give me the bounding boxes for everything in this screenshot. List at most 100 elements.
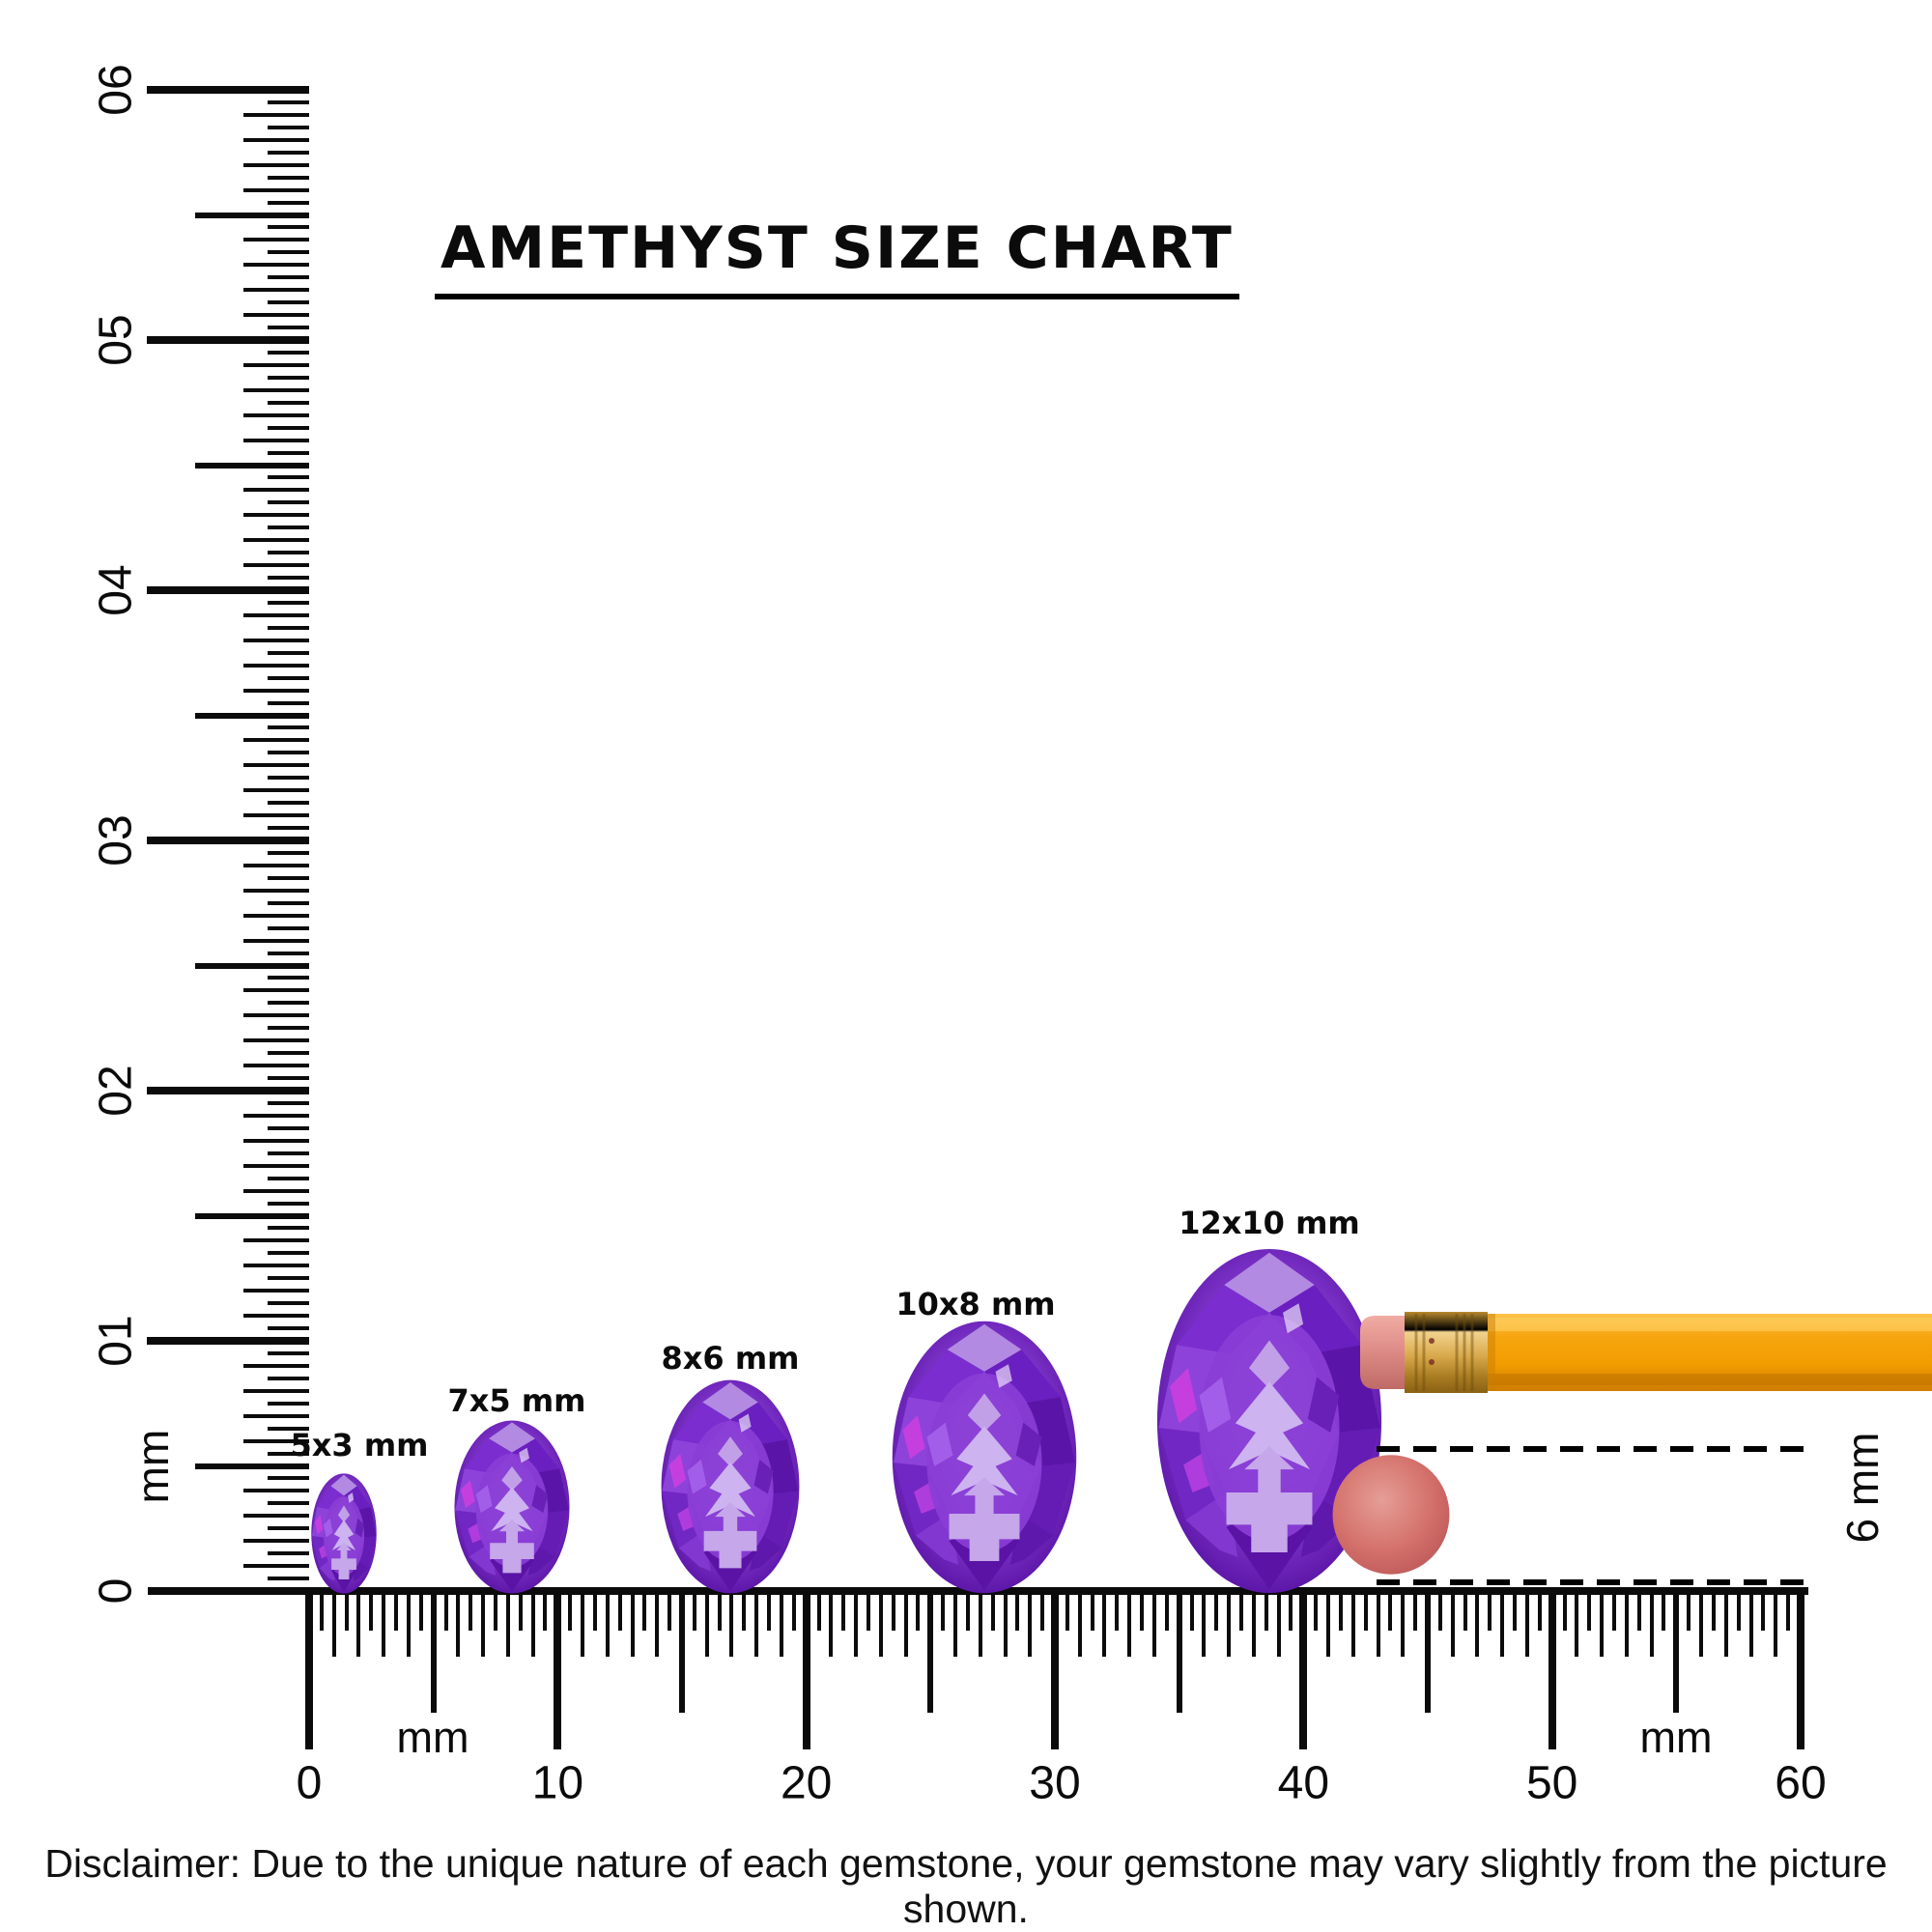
h-ruler-tick [1264, 1587, 1268, 1631]
h-ruler-tick [1015, 1587, 1020, 1631]
v-ruler-tick [268, 1577, 309, 1581]
v-ruler-tick [268, 1151, 309, 1155]
v-ruler-tick [243, 1238, 309, 1243]
h-ruler-tick [978, 1587, 982, 1657]
h-ruler-tick [1774, 1587, 1778, 1657]
v-ruler-tick [243, 313, 309, 318]
h-ruler-tick [841, 1587, 846, 1631]
v-ruler-tick [243, 1264, 309, 1268]
v-ruler-tick [268, 1125, 309, 1130]
v-ruler-tick [147, 837, 309, 844]
h-ruler-tick [1077, 1587, 1082, 1657]
h-ruler-tick [1090, 1587, 1094, 1631]
h-ruler-tick [1475, 1587, 1480, 1657]
v-ruler-tick [243, 688, 309, 693]
v-ruler-tick [243, 1514, 309, 1519]
v-ruler-tick [268, 375, 309, 380]
h-ruler-tick [1424, 1587, 1431, 1713]
bracket-dash-top [1377, 1446, 1806, 1452]
v-ruler-tick [147, 1337, 309, 1345]
h-ruler-tick [729, 1587, 734, 1657]
v-ruler-tick [243, 763, 309, 768]
v-ruler-tick [243, 1188, 309, 1193]
v-ruler-tick [243, 538, 309, 543]
h-ruler-tick [916, 1587, 921, 1631]
h-ruler-tick [1350, 1587, 1355, 1657]
h-ruler-tick [1151, 1587, 1156, 1657]
gem-size-label: 5x3 mm [290, 1427, 429, 1463]
v-ruler-tick [243, 1013, 309, 1018]
h-ruler-tick [717, 1587, 722, 1631]
h-ruler-unit-label: mm [396, 1713, 469, 1762]
h-ruler-tick [866, 1587, 870, 1631]
v-ruler-tick [243, 1038, 309, 1043]
h-ruler-tick [1723, 1587, 1728, 1657]
h-ruler-number: 30 [1029, 1757, 1081, 1809]
v-ruler-tick [243, 813, 309, 818]
h-ruler-tick [1662, 1587, 1666, 1631]
h-ruler-tick [319, 1587, 324, 1631]
h-ruler-tick [941, 1587, 946, 1631]
v-ruler-tick [268, 801, 309, 806]
v-ruler-tick [243, 1539, 309, 1544]
v-ruler-tick [268, 1401, 309, 1406]
h-ruler-tick [443, 1587, 448, 1631]
v-ruler-tick [268, 850, 309, 855]
v-ruler-tick [147, 86, 309, 94]
h-ruler-tick [668, 1587, 672, 1631]
h-ruler-tick [678, 1587, 685, 1713]
h-ruler-tick [903, 1587, 908, 1657]
h-ruler-tick [891, 1587, 895, 1631]
h-ruler-tick [1238, 1587, 1243, 1631]
v-ruler-tick [243, 1363, 309, 1368]
v-ruler-tick [243, 162, 309, 167]
h-ruler-tick [816, 1587, 821, 1631]
h-ruler-tick [754, 1587, 759, 1657]
h-ruler-tick [1463, 1587, 1467, 1631]
v-ruler-tick [268, 200, 309, 205]
h-ruler-tick [1065, 1587, 1069, 1631]
v-ruler-tick [243, 513, 309, 518]
h-ruler-tick [456, 1587, 461, 1657]
v-ruler-tick [268, 551, 309, 555]
v-ruler-tick [243, 187, 309, 192]
h-ruler-tick [1299, 1587, 1308, 1749]
h-ruler-tick [1102, 1587, 1107, 1657]
v-ruler-tick [243, 638, 309, 642]
v-ruler-tick [195, 462, 309, 469]
h-ruler-tick [581, 1587, 585, 1657]
h-ruler-tick [791, 1587, 796, 1631]
v-ruler-tick [268, 150, 309, 155]
v-ruler-tick [243, 387, 309, 392]
h-ruler-tick [1611, 1587, 1616, 1631]
h-ruler-tick [767, 1587, 772, 1631]
h-ruler-tick [1413, 1587, 1418, 1631]
v-ruler-tick [268, 776, 309, 781]
v-ruler-tick [243, 412, 309, 417]
v-ruler-number: 05 [90, 314, 142, 366]
h-ruler-tick [1202, 1587, 1207, 1657]
h-ruler-tick [1338, 1587, 1343, 1631]
v-ruler-tick [243, 612, 309, 617]
h-ruler-tick [1115, 1587, 1120, 1631]
v-ruler-tick [195, 1212, 309, 1219]
h-ruler-tick [1524, 1587, 1529, 1657]
v-ruler-tick [243, 137, 309, 142]
h-ruler-number: 50 [1525, 1757, 1578, 1809]
h-ruler-tick [630, 1587, 635, 1657]
h-ruler-tick [655, 1587, 660, 1657]
h-ruler-tick [1736, 1587, 1741, 1631]
h-ruler-tick [530, 1587, 535, 1657]
v-ruler-tick [268, 976, 309, 980]
h-ruler-tick [829, 1587, 834, 1657]
h-ruler-tick [965, 1587, 970, 1631]
h-ruler-tick [1796, 1587, 1804, 1749]
v-ruler-tick [243, 438, 309, 442]
h-ruler-tick [305, 1587, 313, 1749]
h-ruler-tick [554, 1587, 562, 1749]
h-ruler-tick [1388, 1587, 1393, 1631]
h-ruler-tick [742, 1587, 747, 1631]
v-ruler-tick [195, 962, 309, 969]
h-ruler-tick [692, 1587, 696, 1631]
v-ruler-tick [268, 99, 309, 104]
